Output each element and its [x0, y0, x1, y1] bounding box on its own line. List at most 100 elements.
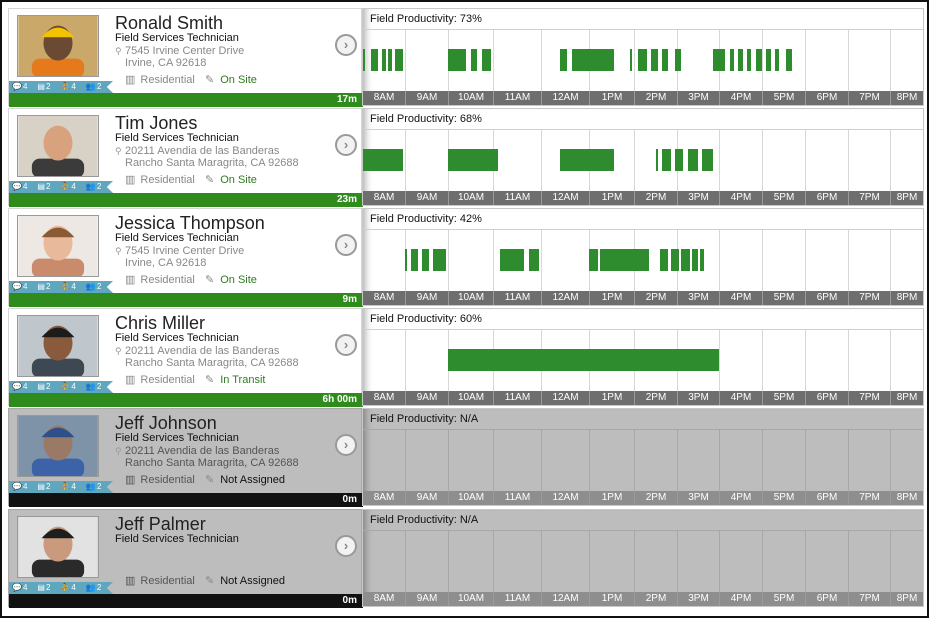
technician-name[interactable]: Jeff Palmer: [115, 514, 206, 534]
hour-label: 3PM: [677, 91, 719, 105]
timeline-grid[interactable]: [363, 129, 923, 192]
schedule-block[interactable]: [766, 49, 771, 71]
details-chevron-button[interactable]: ›: [335, 535, 357, 557]
hour-gridline: [719, 330, 720, 392]
technician-card[interactable]: Tim Jones Field Services Technician ⚲ 20211…: [8, 108, 363, 207]
schedule-block[interactable]: [655, 149, 658, 171]
technician-card[interactable]: Jeff Johnson Field Services Technician ⚲ 20…: [8, 408, 363, 507]
schedule-block[interactable]: [388, 49, 393, 71]
schedule-timeline[interactable]: Field Productivity: 68% 8AM 9AM 10AM 11AM 12A…: [362, 108, 924, 206]
schedule-block[interactable]: [560, 149, 614, 171]
technician-row[interactable]: Chris Miller Field Services Technician ⚲ 20…: [8, 308, 924, 407]
hour-gridline: [405, 531, 406, 593]
hour-gridline: [890, 430, 891, 492]
schedule-timeline[interactable]: Field Productivity: 60% 8AM 9AM 10AM 11AM 12A…: [362, 308, 924, 406]
schedule-block[interactable]: [785, 49, 793, 71]
technician-name[interactable]: Tim Jones: [115, 113, 198, 133]
schedule-block[interactable]: [422, 249, 429, 271]
schedule-block[interactable]: [589, 249, 598, 271]
technician-card[interactable]: Ronald Smith Field Services Technician ⚲ 75…: [8, 8, 363, 107]
schedule-block[interactable]: [638, 49, 647, 71]
technician-row[interactable]: Jessica Thompson Field Services Technicia…: [8, 208, 924, 307]
messages-icon-count: 💬4: [12, 583, 32, 592]
schedule-block[interactable]: [702, 149, 713, 171]
schedule-block[interactable]: [674, 149, 684, 171]
timeline-grid[interactable]: [363, 429, 923, 492]
schedule-block[interactable]: [529, 249, 539, 271]
schedule-block[interactable]: [481, 49, 491, 71]
timeline-grid[interactable]: [363, 29, 923, 92]
schedule-block[interactable]: [448, 49, 466, 71]
jobs-icon: ⛹: [60, 583, 71, 592]
schedule-block[interactable]: [470, 49, 478, 71]
schedule-block[interactable]: [712, 49, 726, 71]
technician-card[interactable]: Jessica Thompson Field Services Technicia…: [8, 208, 363, 307]
schedule-block[interactable]: [687, 149, 698, 171]
schedule-block[interactable]: [394, 49, 403, 71]
timeline-grid[interactable]: [363, 329, 923, 392]
elapsed-time-bar: 0m: [9, 594, 363, 608]
schedule-block[interactable]: [572, 49, 614, 71]
schedule-block[interactable]: [432, 249, 446, 271]
hour-label: 7PM: [848, 191, 890, 205]
hour-gridline: [805, 330, 806, 392]
schedule-block[interactable]: [411, 249, 418, 271]
schedule-block[interactable]: [448, 349, 719, 371]
status-indicator: ✎ Not Assigned: [205, 473, 285, 486]
schedule-timeline[interactable]: Field Productivity: N/A 8AM 9AM 10AM 11AM 12A…: [362, 408, 924, 506]
building-icon: ▥: [125, 374, 136, 386]
timeline-grid[interactable]: [363, 530, 923, 593]
hour-gridline: [448, 230, 449, 292]
schedule-block[interactable]: [629, 49, 632, 71]
schedule-block[interactable]: [560, 49, 568, 71]
technician-name[interactable]: Chris Miller: [115, 313, 205, 333]
schedule-block[interactable]: [774, 49, 780, 71]
schedule-block[interactable]: [448, 149, 498, 171]
timeline-grid[interactable]: [363, 229, 923, 292]
schedule-block[interactable]: [661, 49, 669, 71]
schedule-timeline[interactable]: Field Productivity: N/A 8AM 9AM 10AM 11AM 12A…: [362, 509, 924, 607]
details-chevron-button[interactable]: ›: [335, 334, 357, 356]
schedule-block[interactable]: [651, 49, 658, 71]
schedule-timeline[interactable]: Field Productivity: 42% 8AM 9AM 10AM 11AM 12A…: [362, 208, 924, 306]
schedule-block[interactable]: [363, 49, 366, 71]
schedule-block[interactable]: [729, 49, 735, 71]
hour-gridline: [890, 30, 891, 92]
technician-row[interactable]: Jeff Johnson Field Services Technician ⚲ 20…: [8, 408, 924, 507]
hour-label: 3PM: [677, 391, 719, 405]
schedule-block[interactable]: [405, 249, 408, 271]
schedule-block[interactable]: [670, 249, 680, 271]
team-icon: 👥: [85, 82, 96, 91]
technician-name[interactable]: Jeff Johnson: [115, 413, 217, 433]
schedule-timeline[interactable]: Field Productivity: 73% 8AM 9AM 10AM 11AM 12A…: [362, 8, 924, 106]
ribbon-count-value: 4: [71, 583, 76, 592]
tasks-icon-count: ▤2: [37, 583, 55, 592]
technician-name[interactable]: Ronald Smith: [115, 13, 224, 33]
details-chevron-button[interactable]: ›: [335, 234, 357, 256]
technician-row[interactable]: Tim Jones Field Services Technician ⚲ 20211…: [8, 108, 924, 207]
technician-row[interactable]: Jeff Palmer Field Services Technician ▥ Res…: [8, 509, 924, 608]
details-chevron-button[interactable]: ›: [335, 434, 357, 456]
schedule-block[interactable]: [500, 249, 525, 271]
schedule-block[interactable]: [363, 149, 403, 171]
schedule-block[interactable]: [371, 49, 378, 71]
schedule-block[interactable]: [738, 49, 743, 71]
hour-label: 1PM: [589, 191, 634, 205]
schedule-block[interactable]: [381, 49, 387, 71]
schedule-block[interactable]: [659, 249, 669, 271]
schedule-block[interactable]: [681, 249, 690, 271]
hour-label: 8PM: [890, 592, 923, 606]
schedule-block[interactable]: [674, 49, 682, 71]
details-chevron-button[interactable]: ›: [335, 34, 357, 56]
details-chevron-button[interactable]: ›: [335, 134, 357, 156]
schedule-block[interactable]: [691, 249, 698, 271]
technician-row[interactable]: Ronald Smith Field Services Technician ⚲ 75…: [8, 8, 924, 107]
technician-name[interactable]: Jessica Thompson: [115, 213, 265, 233]
schedule-block[interactable]: [746, 49, 752, 71]
technician-card[interactable]: Chris Miller Field Services Technician ⚲ 20…: [8, 308, 363, 407]
schedule-block[interactable]: [661, 149, 671, 171]
schedule-block[interactable]: [700, 249, 705, 271]
schedule-block[interactable]: [600, 249, 650, 271]
schedule-block[interactable]: [755, 49, 762, 71]
technician-card[interactable]: Jeff Palmer Field Services Technician ▥ Res…: [8, 509, 363, 608]
